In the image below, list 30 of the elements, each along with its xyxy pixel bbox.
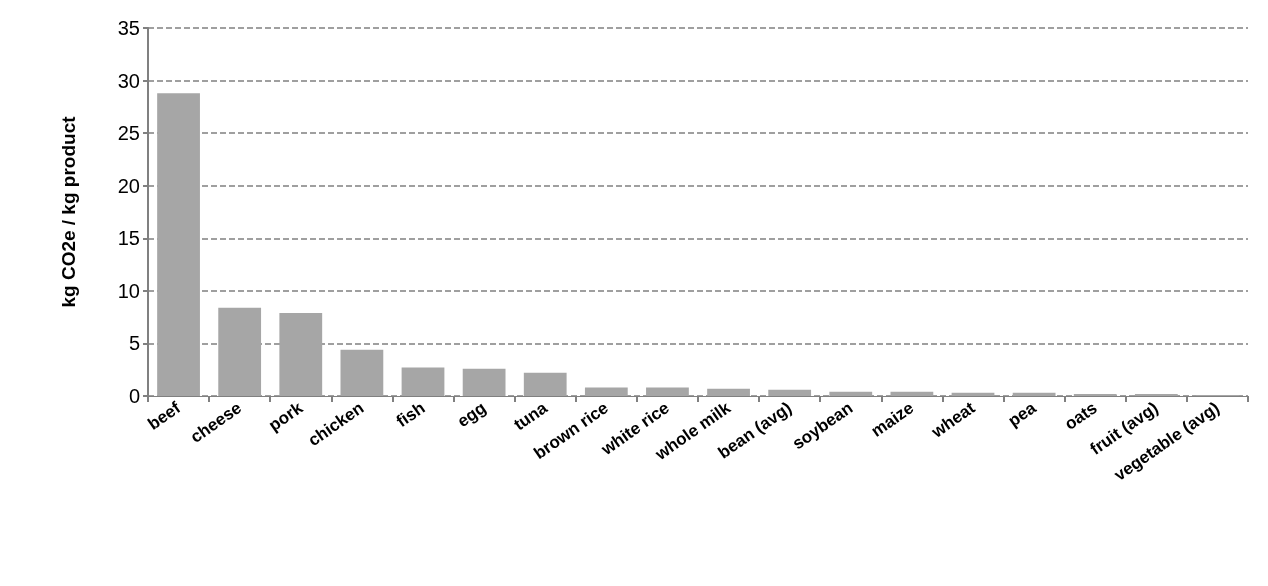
x-tick-label: egg [453,398,490,432]
bar [951,392,995,396]
bar [340,349,384,396]
bar [1073,393,1117,396]
bar [218,307,262,396]
bar [462,368,506,396]
bar [523,372,567,396]
y-tick-label: 10 [117,279,140,302]
y-tick-label: 20 [117,174,140,197]
bar [768,389,812,396]
y-tick-label: 5 [128,332,140,355]
y-tick-label: 15 [117,227,140,250]
bar [707,388,750,396]
y-tick-label: 0 [128,385,140,407]
bar [401,367,445,396]
bar [829,391,873,396]
bar [890,391,934,396]
bar [1012,392,1056,396]
y-axis-title: kg CO2e / kg product [58,115,79,308]
y-tick-label: 35 [117,17,140,39]
y-tick-label: 25 [117,122,140,145]
x-tick-label: pea [1004,397,1041,431]
y-tick-label: 30 [117,69,140,92]
bar [157,93,200,396]
x-tick-label: oats [1061,398,1101,434]
bar [279,312,323,396]
bar [1134,393,1178,396]
x-tick-label: fish [392,398,429,432]
bar [584,387,628,396]
bar [646,387,689,396]
